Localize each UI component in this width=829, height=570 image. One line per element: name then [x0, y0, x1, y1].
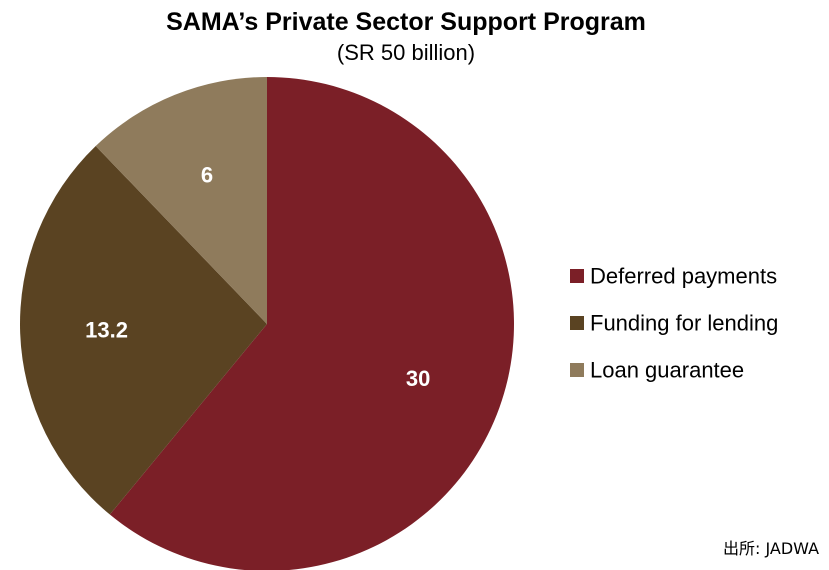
legend: Deferred payments Funding for lending Loan…: [570, 264, 778, 383]
chart-subtitle: (SR 50 billion): [337, 40, 475, 65]
pie-slice-loan-guarantee: [95, 77, 268, 324]
legend-swatch-funding-for-lending: [570, 316, 584, 330]
legend-label-loan-guarantee: Loan guarantee: [590, 358, 744, 383]
source-note: 出所: JADWA: [723, 539, 819, 558]
pie-slice-funding-for-lending: [20, 146, 267, 515]
pie-slice-labels: 30 13.2 6: [85, 163, 430, 391]
pie-slice-deferred-payments: [109, 77, 514, 570]
legend-swatch-deferred-payments: [570, 269, 584, 283]
legend-label-deferred-payments: Deferred payments: [590, 264, 777, 289]
slice-label-deferred-payments: 30: [406, 366, 430, 391]
slice-label-funding-for-lending: 13.2: [85, 318, 128, 343]
legend-swatch-loan-guarantee: [570, 363, 584, 377]
legend-label-funding-for-lending: Funding for lending: [590, 311, 778, 336]
pie-slices: [20, 77, 514, 570]
slice-label-loan-guarantee: 6: [201, 163, 213, 188]
chart-title: SAMA’s Private Sector Support Program: [166, 8, 646, 36]
